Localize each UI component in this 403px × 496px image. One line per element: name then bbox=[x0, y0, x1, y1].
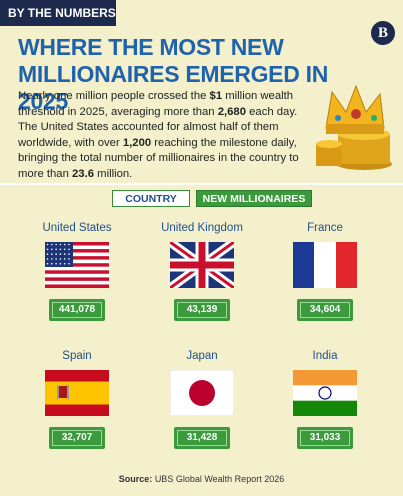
flag bbox=[170, 242, 234, 288]
legend-new-millionaires: NEW MILLIONAIRES bbox=[196, 190, 312, 207]
country-card: India 31,033 bbox=[263, 350, 387, 460]
text: each day. The United States accounted fo… bbox=[18, 105, 298, 149]
intro-paragraph: Nearly one million people crossed the $1… bbox=[18, 89, 314, 182]
source: Source: UBS Global Wealth Report 2026 bbox=[0, 474, 403, 484]
flag bbox=[45, 370, 109, 416]
banknote: 441,078 bbox=[49, 299, 105, 321]
title: WHERE THE MOST NEW MILLIONAIRES EMERGED … bbox=[18, 34, 329, 114]
banknote: 31,428 bbox=[174, 427, 230, 449]
section-tag: BY THE NUMBERS bbox=[0, 0, 116, 26]
legend-country: COUNTRY bbox=[112, 190, 190, 207]
country-name: Japan bbox=[186, 350, 218, 362]
source-text: UBS Global Wealth Report 2026 bbox=[154, 474, 285, 484]
flag bbox=[45, 242, 109, 288]
text: million wealth threshold in 2025, averag… bbox=[18, 90, 294, 118]
country-name: Spain bbox=[62, 350, 92, 362]
divider bbox=[0, 183, 403, 185]
country-card: United States 441,078 bbox=[15, 222, 139, 332]
country-card: France 34,604 bbox=[263, 222, 387, 332]
country-name: India bbox=[312, 350, 338, 362]
country-name: France bbox=[307, 222, 343, 234]
millionaire-count: 43,139 bbox=[177, 302, 227, 318]
country-name: United Kingdom bbox=[161, 222, 243, 234]
country-card: United Kingdom 43,139 bbox=[140, 222, 264, 332]
highlight: $1 bbox=[209, 90, 223, 102]
text: Nearly one million people crossed the bbox=[18, 90, 210, 102]
logo: B bbox=[371, 21, 395, 45]
highlight: 2,680 bbox=[217, 105, 246, 118]
millionaire-count: 31,428 bbox=[177, 430, 227, 446]
flag bbox=[293, 242, 357, 288]
country-card: Japan 31,428 bbox=[140, 350, 264, 460]
highlight: 1,200 bbox=[122, 136, 152, 149]
source-label: Source: bbox=[118, 474, 153, 484]
country-card: Spain 32,707 bbox=[15, 350, 139, 460]
text: reaching the milestone daily, bringing t… bbox=[18, 136, 299, 180]
banknote: 32,707 bbox=[49, 427, 105, 449]
country-name: United States bbox=[42, 222, 112, 234]
flag bbox=[170, 370, 234, 416]
flag bbox=[293, 370, 357, 416]
millionaire-count: 31,033 bbox=[300, 430, 350, 446]
crown-illustration bbox=[316, 84, 392, 170]
millionaire-count: 441,078 bbox=[52, 302, 102, 318]
banknote: 31,033 bbox=[297, 427, 353, 449]
banknote: 43,139 bbox=[174, 299, 230, 321]
highlight: 23.6 bbox=[72, 167, 95, 180]
millionaire-count: 34,604 bbox=[300, 302, 350, 318]
text: million. bbox=[94, 167, 133, 180]
millionaire-count: 32,707 bbox=[52, 430, 102, 446]
banknote: 34,604 bbox=[297, 299, 353, 321]
